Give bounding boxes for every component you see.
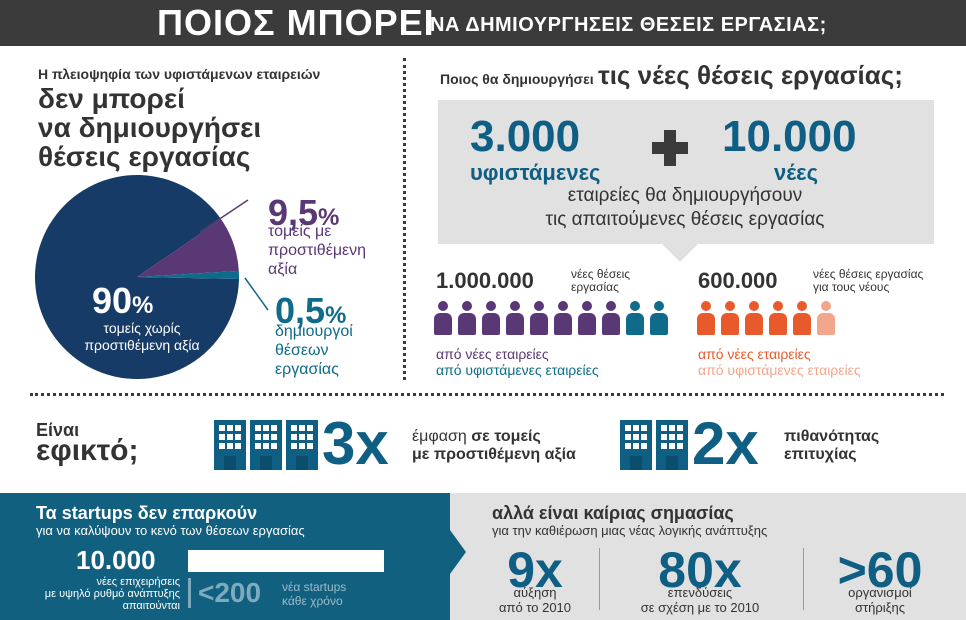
- new-companies-label: νέες: [774, 160, 819, 185]
- person-icon: [482, 301, 500, 335]
- horizontal-divider: [30, 393, 944, 396]
- stat-organizations-caption: οργανισμοί στήριξης: [848, 585, 912, 615]
- existing-companies-number: 3.000: [470, 112, 581, 161]
- person-icon: [578, 301, 596, 335]
- pie-label-9-5-value: 9,5%: [268, 192, 340, 233]
- importance-subtitle: για την καθιέρωση μιας νέας λογικής ανάπ…: [492, 523, 768, 538]
- stat-investment-value: 80x: [658, 542, 742, 598]
- panel-arrow: [450, 530, 466, 574]
- vertical-divider: [403, 58, 406, 380]
- person-icon: [554, 301, 572, 335]
- left-title-line3: θέσεις εργασίας: [38, 141, 251, 172]
- header-title-large: ΠΟΙΟΣ ΜΠΟΡΕΙ: [157, 2, 435, 43]
- needed-caption: νέες επιχειρήσεις με υψηλό ρυθμό ανάπτυξ…: [44, 576, 180, 612]
- pie-label-90-caption: τομείς χωρίς προστιθέμενη αξία: [84, 320, 200, 353]
- multiplier-3x: 3x: [322, 410, 389, 477]
- jobs-people-icons: [434, 301, 674, 335]
- building-icons-2: [620, 420, 690, 470]
- importance-panel: [450, 493, 966, 620]
- person-icon: [506, 301, 524, 335]
- stat-growth-caption: αύξηση από το 2010: [498, 585, 572, 615]
- stat-growth-value: 9x: [507, 542, 563, 598]
- importance-title: αλλά είναι καίριας σημασίας: [492, 503, 734, 523]
- needed-number: 10.000: [76, 545, 156, 575]
- header-bar: ΠΟΙΟΣ ΜΠΟΡΕΙ ΝΑ ΔΗΜΙΟΥΡΓΗΣΕΙΣ ΘΕΣΕΙΣ ΕΡΓ…: [0, 0, 966, 46]
- needed-bar: [188, 550, 384, 572]
- youth-people-icons: [697, 301, 847, 335]
- callout-pointer: [662, 244, 698, 262]
- header-title-small: ΝΑ ΔΗΜΙΟΥΡΓΗΣΕΙΣ ΘΕΣΕΙΣ ΕΡΓΑΣΙΑΣ;: [430, 14, 827, 36]
- jobs-legend-existing: από υφιστάμενες εταιρείες: [436, 362, 599, 378]
- youth-jobs-label: νέες θέσεις εργασίας για τους νέους: [813, 267, 924, 294]
- stat-separator-2: [803, 548, 804, 610]
- jobs-label: νέες θέσεις εργασίας: [571, 267, 631, 294]
- building-icons-3: [214, 420, 320, 470]
- left-title: δεν μπορεί να δημιουργήσει θέσεις εργασί…: [38, 84, 261, 171]
- person-icon: [602, 301, 620, 335]
- building-icon: [620, 420, 652, 470]
- youth-legend-new: από νέες εταιρείες: [698, 346, 811, 362]
- new-companies-number: 10.000: [722, 112, 857, 161]
- startups-bar: [188, 578, 191, 608]
- startups-subtitle: για να καλύψουν το κενό των θέσεων εργασ…: [36, 523, 305, 538]
- person-icon: [793, 301, 811, 335]
- building-icon: [250, 420, 282, 470]
- person-icon: [745, 301, 763, 335]
- jobs-number: 1.000.000: [436, 268, 534, 293]
- companies-callout: [438, 100, 934, 244]
- pie-label-0-5-value: 0,5%: [275, 290, 347, 331]
- person-icon: [817, 301, 835, 335]
- stat-separator-1: [599, 548, 600, 610]
- pie-slice-9-5: [137, 219, 239, 277]
- pie-slice-90: [35, 175, 239, 380]
- youth-legend-existing: από υφιστάμενες εταιρείες: [698, 362, 861, 378]
- building-icon: [656, 420, 688, 470]
- stat2-text: πιθανότητας επιτυχίας: [784, 428, 880, 463]
- person-icon: [626, 301, 644, 335]
- feasible-line2: εφικτό;: [36, 434, 139, 467]
- pie-chart: [35, 175, 269, 380]
- person-icon: [434, 301, 452, 335]
- person-icon: [650, 301, 668, 335]
- pie-label-90-value: 90%: [92, 280, 154, 321]
- startups-caption: νέα startups κάθε χρόνο: [282, 580, 347, 608]
- stat1-text: έμφαση σε τομείς με προστιθέμενη αξία: [412, 428, 576, 463]
- building-icon: [214, 420, 246, 470]
- person-icon: [458, 301, 476, 335]
- person-icon: [769, 301, 787, 335]
- startups-number: <200: [198, 577, 262, 608]
- stat-investment-caption: επενδύσεις σε σχέση με το 2010: [640, 585, 760, 615]
- person-icon: [530, 301, 548, 335]
- companies-sentence: εταιρείες θα δημιουργήσουν τις απαιτούμε…: [545, 185, 825, 230]
- leader-line-9-5: [199, 199, 249, 233]
- youth-jobs-number: 600.000: [698, 268, 778, 293]
- stat-organizations-value: >60: [837, 542, 923, 598]
- existing-companies-label: υφιστάμενες: [470, 160, 601, 185]
- startups-title: Τα startups δεν επαρκούν: [36, 503, 258, 523]
- multiplier-2x: 2x: [692, 410, 759, 477]
- left-title-line2: να δημιουργήσει: [38, 112, 262, 143]
- plus-icon: [652, 130, 688, 166]
- jobs-legend-new: από νέες εταιρείες: [436, 346, 549, 362]
- building-icon: [286, 420, 318, 470]
- person-icon: [697, 301, 715, 335]
- right-question: Ποιος θα δημιουργήσει τις νέες θέσεις ερ…: [440, 60, 903, 90]
- feasible-line1: Είναι: [36, 420, 80, 440]
- leader-line-0-5: [244, 277, 269, 311]
- pie-label-0-5-caption: δημιουργοί θέσεων εργασίας: [275, 323, 353, 378]
- left-title-line1: δεν μπορεί: [38, 83, 185, 114]
- pie-slice-0-5: [137, 270, 240, 280]
- person-icon: [721, 301, 739, 335]
- pie-label-9-5-caption: τομείς με προστιθέμενη αξία: [268, 223, 367, 278]
- left-subtitle: Η πλειοψηφία των υφιστάμενων εταιρειών: [38, 66, 321, 82]
